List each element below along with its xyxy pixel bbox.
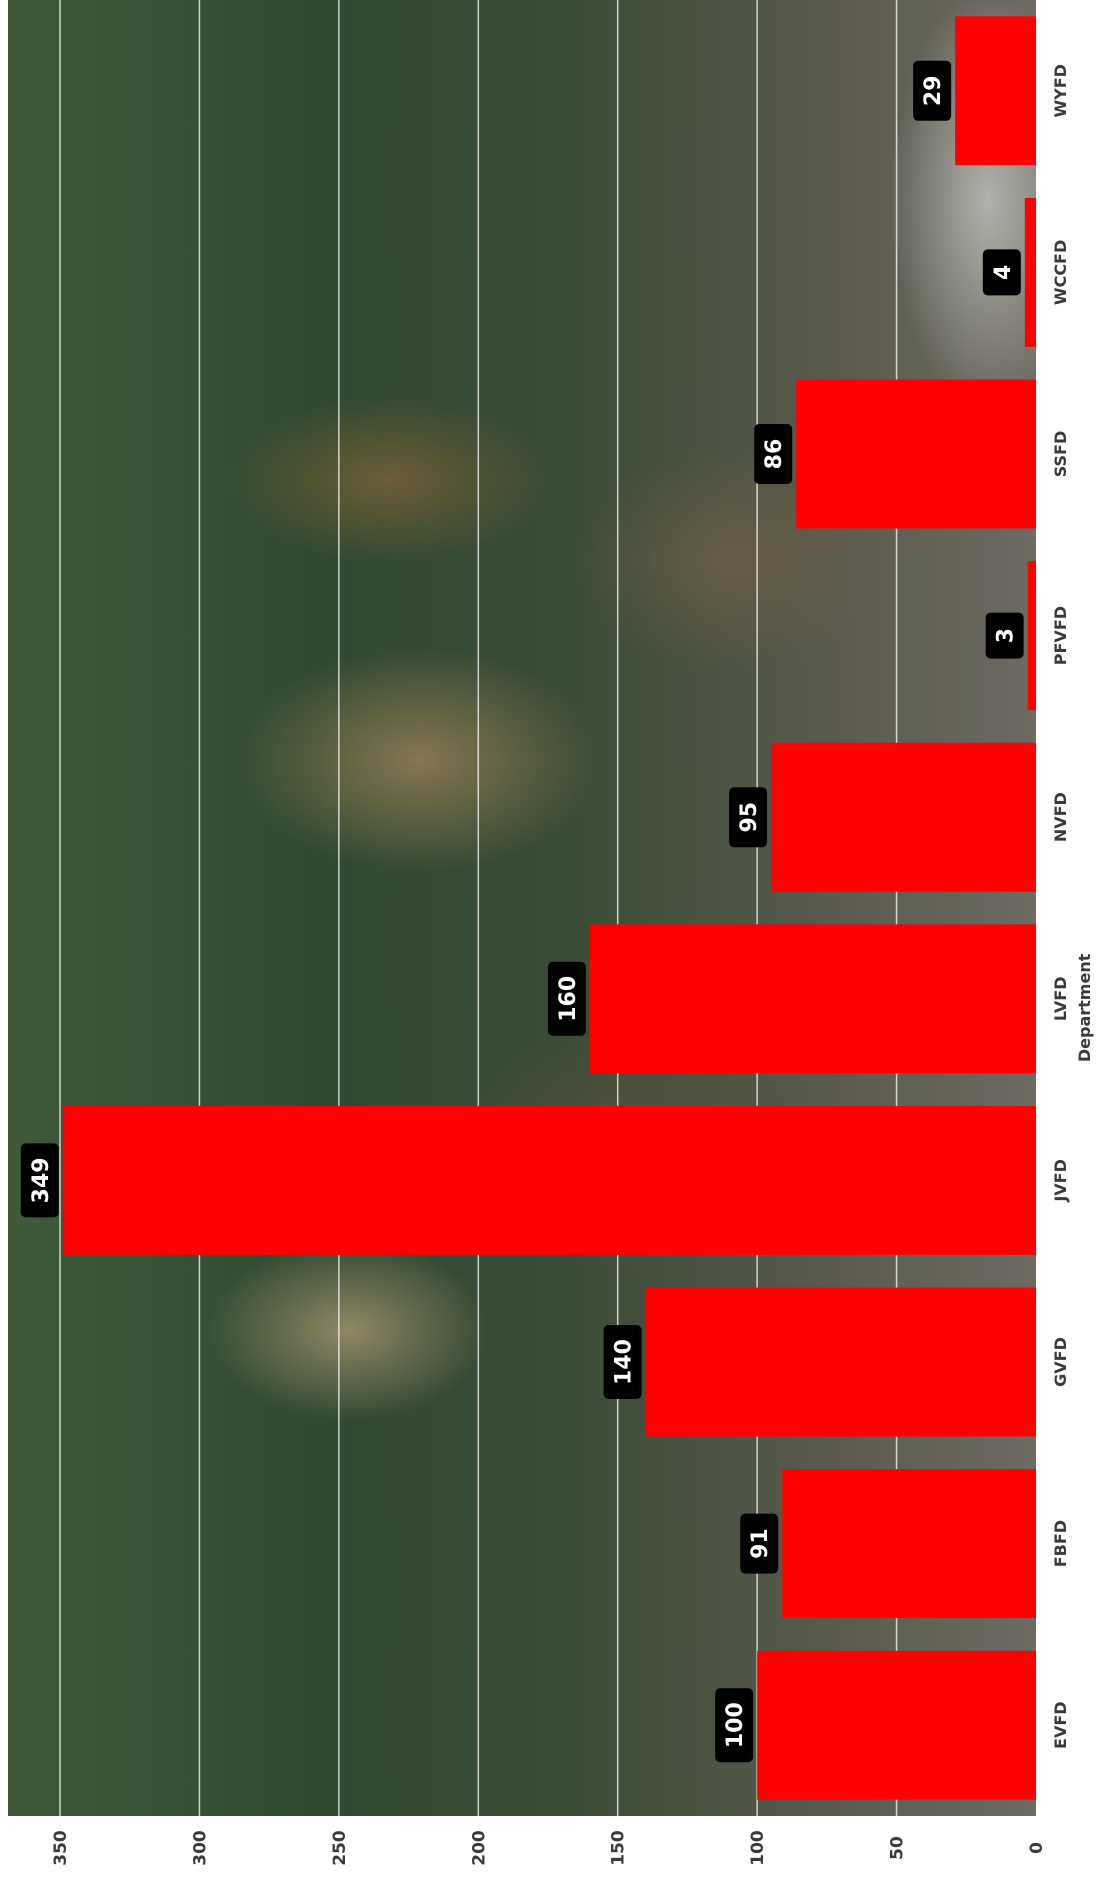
bar-NVFD — [771, 742, 1036, 892]
category-axis: EVFD FBFD GVFD JVFD LVFD NVFD PFVFD SSFD WCCFD WY… — [1051, 64, 1070, 1749]
data-label-WCCFD: 4 — [982, 249, 1021, 296]
y-tick-label: 150 — [609, 1830, 629, 1866]
data-label-box — [740, 1513, 779, 1574]
axis-titles: Department — [1075, 953, 1094, 1062]
data-labels: 100 91 140 349 160 95 3 86 4 29 — [20, 60, 1024, 1763]
x-tick-label-GVFD: GVFD — [1051, 1337, 1070, 1387]
x-tick-label-SSFD: SSFD — [1051, 431, 1070, 478]
data-label-box — [754, 424, 793, 484]
data-label-JVFD: 349 — [20, 1143, 59, 1218]
data-label-text: 86 — [762, 439, 787, 470]
bar-WYFD — [955, 16, 1036, 166]
bar-LVFD — [589, 924, 1036, 1074]
y-tick-label: 250 — [330, 1830, 350, 1866]
data-label-FBFD: 91 — [740, 1513, 779, 1574]
data-label-NVFD: 95 — [729, 787, 768, 848]
data-label-WYFD: 29 — [913, 60, 952, 121]
x-tick-label-FBFD: FBFD — [1051, 1520, 1070, 1567]
data-label-text: 100 — [723, 1702, 748, 1748]
data-label-text: 140 — [612, 1339, 637, 1385]
y-tick-label: 300 — [190, 1830, 210, 1866]
bars — [62, 16, 1036, 1800]
data-label-box — [715, 1688, 754, 1763]
x-tick-label-NVFD: NVFD — [1051, 792, 1070, 842]
bar-GVFD — [645, 1287, 1036, 1437]
y-tick-label: 100 — [748, 1830, 768, 1866]
data-label-text: 29 — [921, 75, 946, 106]
data-label-box — [982, 249, 1021, 296]
data-label-text: 4 — [991, 265, 1016, 280]
y-tick-label: 0 — [1027, 1842, 1047, 1854]
x-tick-label-JVFD: JVFD — [1051, 1159, 1070, 1203]
x-tick-label-WCCFD: WCCFD — [1051, 240, 1070, 305]
data-label-text: 95 — [737, 802, 762, 833]
data-label-LVFD: 160 — [547, 961, 586, 1036]
data-label-text: 160 — [556, 976, 581, 1022]
data-label-text: 349 — [29, 1157, 54, 1203]
data-label-GVFD: 140 — [603, 1325, 642, 1399]
data-label-box — [547, 961, 586, 1036]
x-tick-label-WYFD: WYFD — [1051, 64, 1070, 117]
gridlines — [59, 0, 898, 1816]
data-label-box — [729, 787, 768, 848]
bar-PFVFD — [1027, 561, 1036, 711]
data-label-EVFD: 100 — [715, 1688, 754, 1763]
data-label-box — [20, 1143, 59, 1218]
value-axis: 0 50 100 150 200 250 300 350 — [51, 1830, 1047, 1866]
bar-FBFD — [782, 1469, 1036, 1619]
data-label-box — [603, 1325, 642, 1399]
x-tick-label-LVFD: LVFD — [1051, 977, 1070, 1022]
x-tick-label-EVFD: EVFD — [1051, 1701, 1070, 1749]
data-label-PFVFD: 3 — [985, 612, 1024, 659]
bar-JVFD — [62, 1105, 1036, 1255]
y-tick-label: 350 — [51, 1830, 71, 1866]
y-tick-label: 200 — [469, 1830, 489, 1866]
x-tick-label-PFVFD: PFVFD — [1051, 606, 1070, 665]
data-label-SSFD: 86 — [754, 424, 793, 484]
bar-WCCFD — [1024, 197, 1036, 347]
y-tick-label: 50 — [888, 1836, 908, 1860]
data-label-text: 91 — [748, 1528, 773, 1559]
bar-SSFD — [796, 379, 1036, 529]
data-label-text: 3 — [994, 628, 1019, 643]
data-label-box — [985, 612, 1024, 659]
data-label-box — [913, 60, 952, 121]
bar-EVFD — [757, 1650, 1036, 1800]
x-axis-title: Department — [1075, 953, 1094, 1062]
